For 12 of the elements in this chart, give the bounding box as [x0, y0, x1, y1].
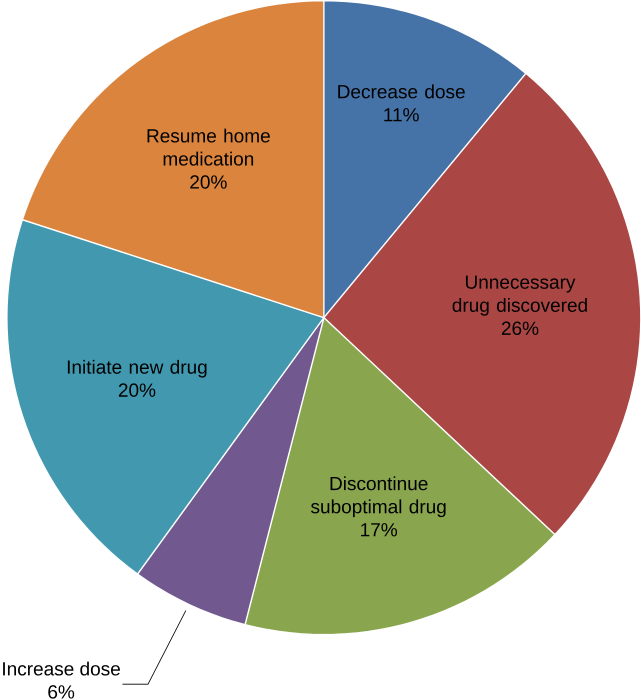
slice-label: Discontinue suboptimal drug — [310, 476, 446, 518]
data-label: 11% — [384, 108, 419, 122]
data-label: 26% — [502, 322, 538, 336]
data-label: 17% — [360, 523, 397, 536]
slice-label: Decrease dose — [338, 84, 465, 98]
slice-label: Increase dose — [2, 662, 120, 676]
data-label: 20% — [190, 175, 226, 189]
slice-label: Initiate new drug — [68, 360, 206, 378]
slice-label: Unnecessary drug discovered — [452, 276, 587, 316]
data-label: 6% — [48, 685, 74, 699]
data-label: 20% — [118, 383, 156, 397]
slice-label: Resume home medication — [147, 128, 270, 166]
